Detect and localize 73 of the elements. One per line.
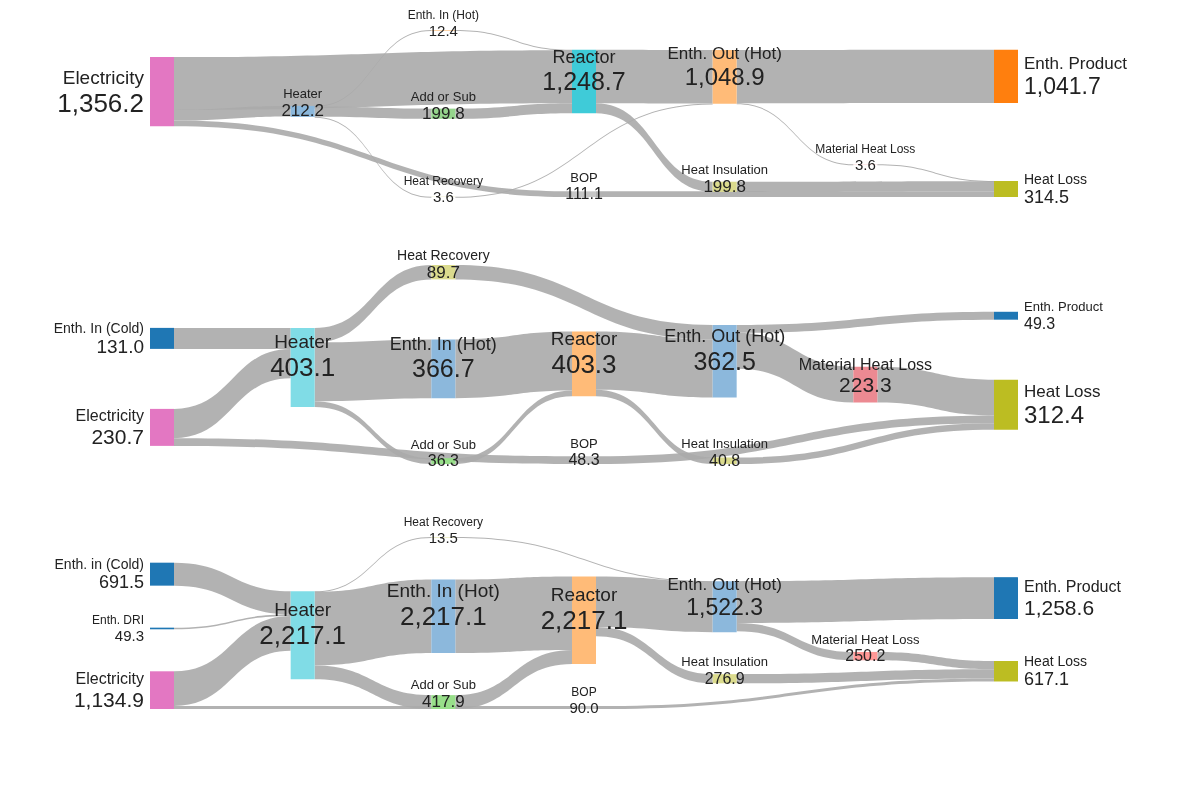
data-label: 417.9 (422, 692, 465, 712)
category-label: Electricity (62, 66, 145, 88)
data-label: 13.5 (428, 528, 458, 546)
data-label: 49.3 (1024, 314, 1056, 332)
data-label: 111.1 (565, 185, 603, 203)
data-label: 1,041.7 (1024, 73, 1101, 100)
category-label: Heater (274, 599, 332, 621)
category-label: Enth. Product (1024, 578, 1122, 596)
data-label: 48.3 (568, 451, 600, 469)
category-label: Enth. Product (1024, 54, 1128, 74)
data-label: 3.6 (854, 155, 876, 173)
category-label: Enth. Out (Hot) (667, 44, 782, 64)
data-label: 230.7 (91, 424, 144, 448)
category-label: Heat Recovery (397, 246, 490, 263)
data-label: 403.1 (270, 352, 336, 383)
category-label: Heat Insulation (681, 436, 769, 452)
category-label: BOP (571, 685, 597, 699)
category-label: Add or Sub (410, 677, 476, 693)
category-label: Reactor (550, 584, 618, 606)
category-label: Enth. Out (Hot) (664, 326, 786, 347)
data-label: 1,522.3 (686, 593, 764, 620)
category-label: Enth. Product (1024, 299, 1104, 315)
category-label: Material Heat Loss (798, 355, 933, 373)
data-label: 617.1 (1024, 669, 1070, 690)
data-label: 3.6 (432, 188, 454, 206)
category-label: BOP (570, 169, 598, 185)
data-label: 12.4 (428, 21, 458, 39)
data-label: 49.3 (114, 626, 144, 644)
data-label: 366.7 (412, 354, 475, 383)
category-label: Add or Sub (410, 88, 476, 104)
category-label: Electricity (75, 407, 144, 425)
category-label: Heater (283, 86, 323, 102)
category-label: Material Heat Loss (815, 141, 916, 156)
data-label: 403.3 (551, 348, 617, 379)
category-label: Enth. In (Hot) (389, 333, 497, 354)
data-label: 691.5 (98, 572, 144, 593)
data-label: 2,217.1 (259, 620, 347, 651)
category-label: Heat Insulation (681, 161, 769, 177)
data-label: 362.5 (693, 346, 756, 375)
data-label: 89.7 (426, 262, 460, 282)
data-label: 1,134.9 (73, 687, 144, 711)
category-label: Heat Loss (1024, 653, 1088, 670)
category-label: Heater (274, 331, 332, 353)
category-label: Enth. in (Cold) (54, 556, 144, 573)
category-label: Heat Insulation (681, 654, 769, 670)
category-label: Enth. DRI (91, 612, 144, 627)
data-label: 199.8 (703, 176, 746, 196)
data-label: 2,217.1 (540, 605, 628, 636)
category-label: Add or Sub (410, 436, 476, 452)
data-label: 314.5 (1024, 186, 1070, 207)
data-label: 2,217.1 (399, 601, 487, 632)
category-label: Heat Recovery (403, 514, 484, 529)
data-label: 90.0 (569, 699, 599, 716)
data-label: 1,258.6 (1024, 595, 1095, 619)
category-label: Material Heat Loss (811, 631, 921, 647)
data-label: 1,356.2 (57, 87, 144, 118)
data-label: 131.0 (96, 335, 144, 357)
data-label: 312.4 (1024, 401, 1085, 429)
category-label: BOP (570, 435, 598, 451)
category-label: Enth. In (Hot) (386, 580, 500, 602)
category-label: Heat Loss (1024, 170, 1088, 187)
data-label: 223.3 (839, 373, 892, 397)
category-label: Heat Recovery (403, 174, 484, 189)
category-label: Enth. In (Cold) (53, 319, 144, 336)
category-label: Reactor (550, 327, 618, 349)
data-label: 1,048.9 (684, 63, 765, 91)
data-label: 212.2 (281, 101, 324, 121)
category-label: Heat Loss (1024, 382, 1101, 402)
data-label: 250.2 (845, 647, 886, 665)
category-label: Electricity (75, 670, 144, 688)
category-label: Enth. In (Hot) (407, 7, 480, 22)
data-label: 276.9 (704, 669, 745, 687)
data-label: 199.8 (422, 103, 465, 123)
